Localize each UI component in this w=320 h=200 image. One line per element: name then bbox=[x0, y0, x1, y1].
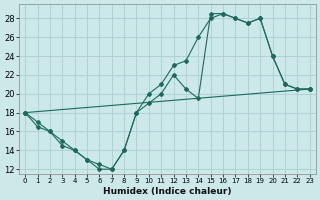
X-axis label: Humidex (Indice chaleur): Humidex (Indice chaleur) bbox=[103, 187, 232, 196]
